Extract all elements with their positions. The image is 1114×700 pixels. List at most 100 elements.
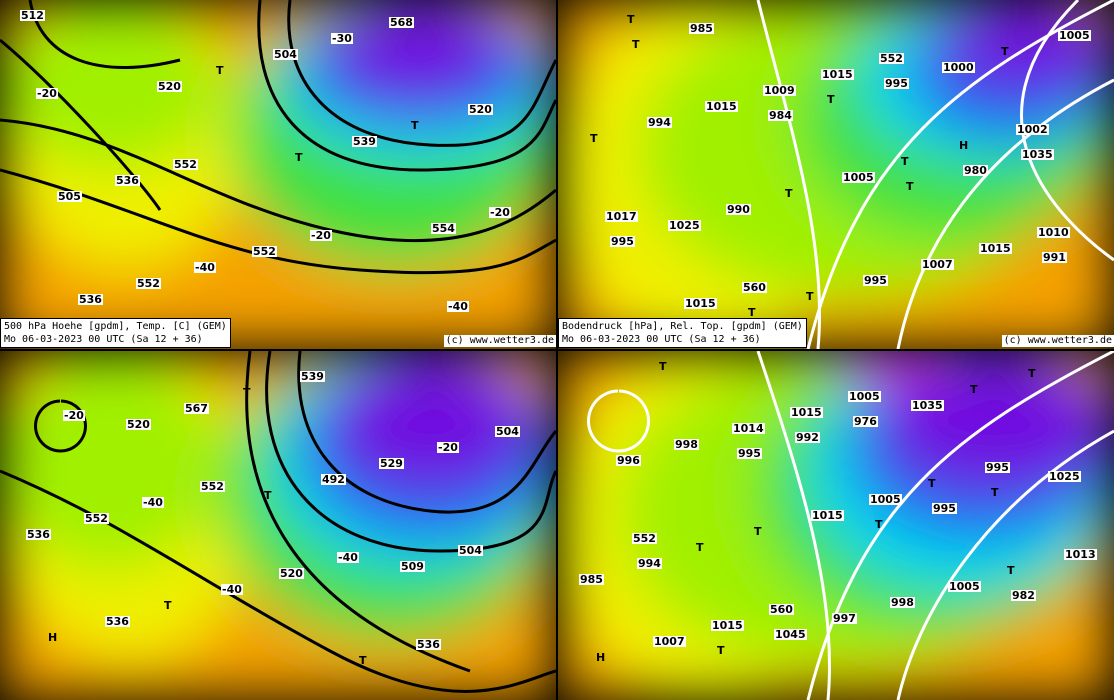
- low-pressure-marker: T: [748, 306, 756, 319]
- isoline: [0, 38, 162, 211]
- color-field-purple: [878, 351, 1114, 491]
- low-pressure-marker: T: [243, 386, 251, 399]
- color-field-magenta: [828, 351, 948, 381]
- contour-label: -20: [489, 206, 511, 219]
- contour-label: 984: [768, 109, 793, 122]
- contour-label: 567: [184, 402, 209, 415]
- caption-title: Bodendruck [hPa], Rel. Top. [gpdm] (GEM): [562, 321, 803, 332]
- contour-label: 998: [890, 596, 915, 609]
- contour-label: 1017: [605, 210, 638, 223]
- contour-label: 982: [1011, 589, 1036, 602]
- low-pressure-marker: T: [632, 38, 640, 51]
- contour-label: 995: [863, 274, 888, 287]
- contour-label: 552: [879, 52, 904, 65]
- contour-label: 976: [853, 415, 878, 428]
- map-background: [558, 351, 1114, 700]
- contour-label: 1035: [911, 399, 944, 412]
- contour-label: -40: [221, 583, 243, 596]
- contour-label: 520: [157, 80, 182, 93]
- isoline: [0, 168, 556, 275]
- contour-label: 1015: [684, 297, 717, 310]
- map-caption: Bodendruck [hPa], Rel. Top. [gpdm] (GEM)…: [558, 318, 807, 348]
- contour-label: 536: [26, 528, 51, 541]
- contour-label: 985: [689, 22, 714, 35]
- contour-label: 492: [321, 473, 346, 486]
- map-panel-surface-pressure-top: T 984 T 991 985 T 980 995 T 995 1035 1025 T 1000 T 990 9…: [558, 0, 1114, 349]
- contour-label: 995: [610, 235, 635, 248]
- contour-label: 1005: [848, 390, 881, 403]
- contour-label: 1015: [821, 68, 854, 81]
- contour-label: 1045: [774, 628, 807, 641]
- low-pressure-marker: T: [754, 525, 762, 538]
- low-pressure-marker: T: [806, 290, 814, 303]
- contour-label: 554: [431, 222, 456, 235]
- contour-label: 1025: [668, 219, 701, 232]
- low-pressure-marker: T: [164, 599, 172, 612]
- contour-label: 560: [769, 603, 794, 616]
- contour-label: 995: [884, 77, 909, 90]
- isoline: [0, 118, 556, 243]
- map-panel-surface-pressure-bottom: 995 T 982 T 992 995 985 T 976 T 994 1045 1035 1025 T 99…: [558, 351, 1114, 700]
- contour-label: 520: [279, 567, 304, 580]
- contour-label: -40: [447, 300, 469, 313]
- map-panel-500hpa-top: 512 520 T 554 536 T 539 -20 552 504 T 505 -40 -30 520 5…: [0, 0, 556, 349]
- contour-label: 520: [468, 103, 493, 116]
- caption-time: Mo 06-03-2023 00 UTC (Sa 12 + 36): [562, 334, 761, 345]
- low-pressure-marker: T: [717, 644, 725, 657]
- contour-label: 995: [985, 461, 1010, 474]
- contour-label: 997: [832, 612, 857, 625]
- contour-label: 995: [737, 447, 762, 460]
- contour-label: 1007: [653, 635, 686, 648]
- contour-label: 1007: [921, 258, 954, 271]
- isoline: [287, 0, 556, 147]
- high-pressure-marker: H: [959, 139, 969, 152]
- low-pressure-marker: T: [1001, 45, 1009, 58]
- credit-text: (c) www.wetter3.de: [443, 335, 556, 347]
- isoline: [896, 78, 1114, 349]
- contour-label: 552: [84, 512, 109, 525]
- contour-label: 995: [932, 502, 957, 515]
- contour-label: -20: [310, 229, 332, 242]
- low-pressure-marker: T: [991, 486, 999, 499]
- contour-label: 568: [389, 16, 414, 29]
- low-pressure-marker: T: [785, 187, 793, 200]
- contour-label: 539: [300, 370, 325, 383]
- contour-label: 529: [379, 457, 404, 470]
- contour-label: 504: [458, 544, 483, 557]
- contour-label: 1014: [732, 422, 765, 435]
- contour-label: 552: [200, 480, 225, 493]
- low-pressure-marker: T: [1007, 564, 1015, 577]
- contour-label: 505: [57, 190, 82, 203]
- low-pressure-marker: T: [970, 383, 978, 396]
- contour-label: 1015: [790, 406, 823, 419]
- color-field-lime: [0, 351, 220, 571]
- isoline: [587, 389, 650, 453]
- low-pressure-marker: T: [696, 541, 704, 554]
- isoline: [245, 351, 471, 673]
- contour-label: 1015: [705, 100, 738, 113]
- low-pressure-marker: T: [411, 119, 419, 132]
- map-background: [0, 351, 556, 700]
- contour-label: 994: [647, 116, 672, 129]
- contour-label: 512: [20, 9, 45, 22]
- contour-label: 520: [126, 418, 151, 431]
- caption-time: Mo 06-03-2023 00 UTC (Sa 12 + 36): [4, 334, 203, 345]
- contour-label: 1009: [763, 84, 796, 97]
- contour-label: -40: [337, 551, 359, 564]
- contour-label: 552: [173, 158, 198, 171]
- low-pressure-marker: T: [875, 518, 883, 531]
- contour-label: 504: [495, 425, 520, 438]
- contour-label: 1025: [1048, 470, 1081, 483]
- contour-label: -20: [36, 87, 58, 100]
- contour-label: 1010: [1037, 226, 1070, 239]
- isoline: [257, 0, 556, 172]
- map-background: [558, 0, 1114, 349]
- color-field-lime: [0, 0, 220, 170]
- contour-label: 991: [1042, 251, 1067, 264]
- isoline: [896, 429, 1114, 700]
- contour-label: 1005: [1058, 29, 1091, 42]
- contour-label: 560: [742, 281, 767, 294]
- isoline: [806, 351, 1114, 700]
- contour-label: -20: [437, 441, 459, 454]
- isoline: [756, 0, 822, 349]
